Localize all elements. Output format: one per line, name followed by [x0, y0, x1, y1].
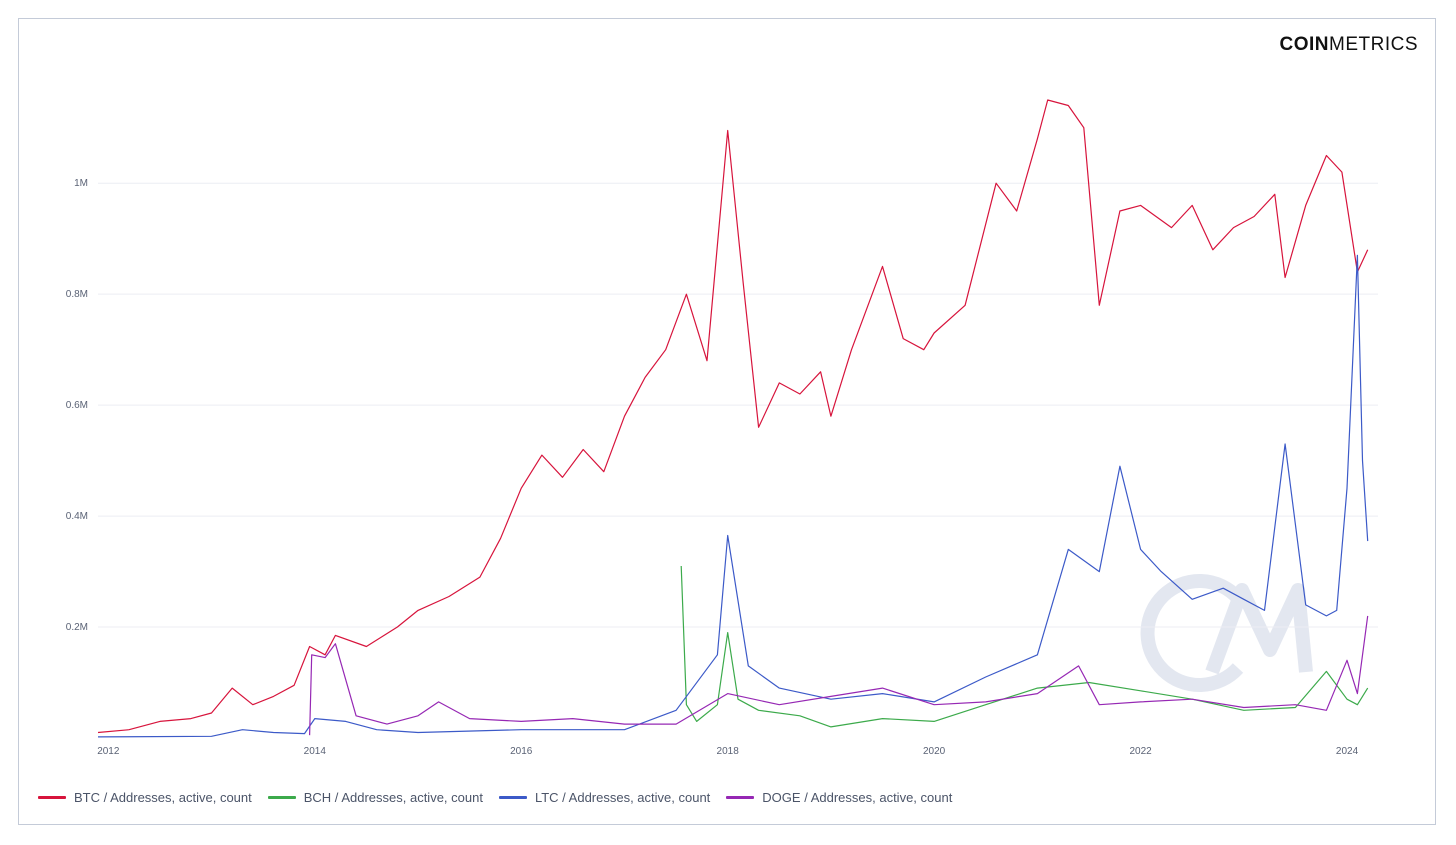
watermark-c-shape [1140, 574, 1244, 692]
y-axis-labels: 0.2M 0.4M 0.6M 0.8M 1M [66, 178, 88, 633]
y-tick-label: 1M [74, 178, 88, 189]
legend-swatch [38, 796, 66, 799]
legend-item-2[interactable]: LTC / Addresses, active, count [498, 790, 711, 805]
legend-label: LTC / Addresses, active, count [534, 790, 711, 805]
x-tick-label: 2022 [1129, 746, 1152, 757]
chart-legend: BTC / Addresses, active, count BCH / Addr… [38, 790, 952, 805]
watermark-logo [1140, 574, 1313, 692]
y-tick-label: 0.6M [66, 400, 88, 411]
legend-item-0[interactable]: BTC / Addresses, active, count [38, 790, 252, 805]
watermark-m-shape [1205, 583, 1313, 675]
legend-label: DOGE / Addresses, active, count [762, 790, 953, 805]
series-lines [97, 99, 1369, 738]
legend-swatch [726, 796, 755, 799]
series-line-0 [97, 99, 1369, 734]
legend-label: BCH / Addresses, active, count [303, 790, 483, 805]
legend-swatch [498, 796, 527, 799]
y-tick-label: 0.2M [66, 622, 88, 633]
x-tick-label: 2020 [923, 746, 946, 757]
series-line-2 [97, 254, 1369, 738]
series-line-1 [680, 565, 1369, 728]
legend-label: BTC / Addresses, active, count [74, 790, 252, 805]
brand-logo: COINMETRICS [1280, 34, 1419, 56]
legend-swatch [267, 796, 296, 799]
grid-lines [98, 182, 1378, 628]
y-tick-label: 0.4M [66, 511, 88, 522]
logo-bold-text: COIN [1279, 34, 1329, 55]
legend-item-1[interactable]: BCH / Addresses, active, count [267, 790, 483, 805]
x-tick-label: 2018 [717, 746, 740, 757]
x-tick-label: 2024 [1336, 746, 1359, 757]
x-axis-labels: 2012 2014 2016 2018 2020 2022 2024 [97, 746, 1358, 757]
series-line-3 [309, 615, 1369, 736]
x-tick-label: 2012 [97, 746, 120, 757]
x-tick-label: 2016 [510, 746, 533, 757]
y-tick-label: 0.8M [66, 289, 88, 300]
x-tick-label: 2014 [304, 746, 327, 757]
logo-light-text: METRICS [1329, 34, 1418, 55]
legend-item-3[interactable]: DOGE / Addresses, active, count [726, 790, 952, 805]
